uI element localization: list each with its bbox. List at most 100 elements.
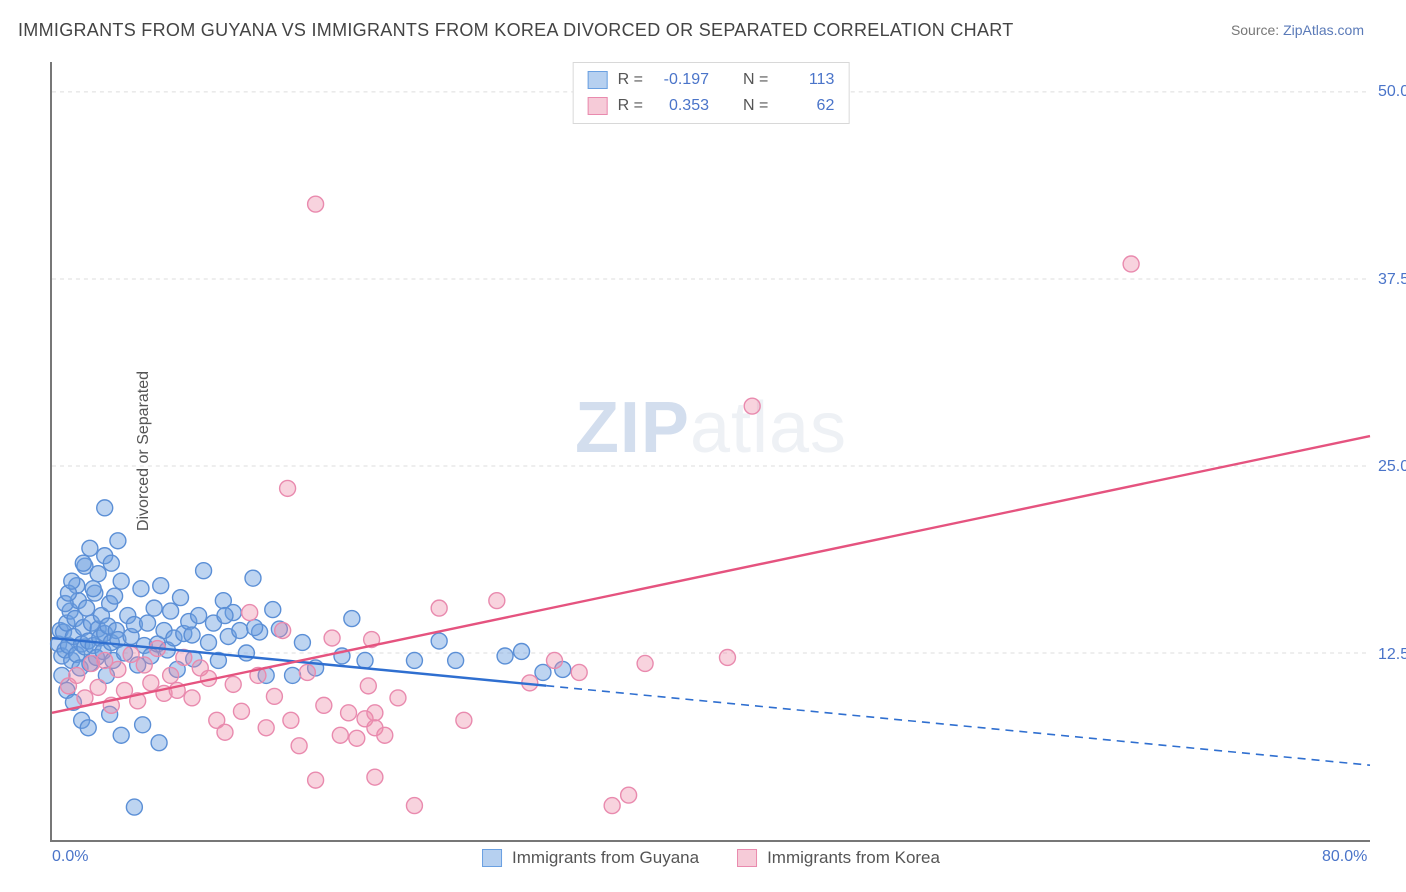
scatter-point-guyana [514, 644, 530, 660]
scatter-point-korea [719, 649, 735, 665]
scatter-point-korea [217, 724, 233, 740]
scatter-point-korea [571, 664, 587, 680]
scatter-point-korea [637, 655, 653, 671]
legend-stat-row-korea: R =0.353N =62 [588, 93, 835, 119]
scatter-point-guyana [232, 623, 248, 639]
scatter-point-guyana [153, 578, 169, 594]
scatter-point-korea [184, 690, 200, 706]
scatter-point-guyana [82, 540, 98, 556]
legend-swatch-guyana [482, 849, 502, 867]
legend-item-korea: Immigrants from Korea [737, 848, 940, 868]
scatter-point-korea [90, 679, 106, 695]
scatter-point-korea [621, 787, 637, 803]
x-tick-label: 80.0% [1322, 848, 1367, 866]
series-legend: Immigrants from Guyana Immigrants from Ko… [482, 848, 940, 868]
scatter-point-guyana [113, 727, 129, 743]
scatter-point-guyana [535, 664, 551, 680]
legend-R-value-korea: 0.353 [653, 97, 709, 115]
scatter-point-guyana [64, 573, 80, 589]
scatter-point-korea [225, 676, 241, 692]
scatter-point-korea [143, 675, 159, 691]
source-prefix: Source: [1231, 22, 1283, 38]
legend-label-korea: Immigrants from Korea [767, 848, 940, 868]
scatter-point-guyana [80, 720, 96, 736]
scatter-point-korea [163, 667, 179, 683]
scatter-point-korea [349, 730, 365, 746]
scatter-point-guyana [133, 581, 149, 597]
scatter-point-guyana [191, 608, 207, 624]
scatter-point-guyana [135, 717, 151, 733]
scatter-point-korea [489, 593, 505, 609]
scatter-point-guyana [285, 667, 301, 683]
scatter-point-guyana [107, 588, 123, 604]
scatter-point-guyana [85, 581, 101, 597]
scatter-point-korea [367, 705, 383, 721]
chart-title: IMMIGRANTS FROM GUYANA VS IMMIGRANTS FRO… [18, 20, 1014, 41]
legend-stat-row-guyana: R =-0.197N =113 [588, 67, 835, 93]
scatter-point-korea [546, 652, 562, 668]
scatter-point-guyana [103, 555, 119, 571]
source-link[interactable]: ZipAtlas.com [1283, 22, 1364, 38]
scatter-point-guyana [140, 615, 156, 631]
scatter-point-korea [431, 600, 447, 616]
scatter-point-korea [406, 798, 422, 814]
scatter-point-guyana [110, 533, 126, 549]
scatter-point-korea [69, 667, 85, 683]
scatter-point-korea [308, 196, 324, 212]
scatter-point-korea [233, 703, 249, 719]
scatter-point-korea [316, 697, 332, 713]
legend-swatch-korea [737, 849, 757, 867]
legend-item-guyana: Immigrants from Guyana [482, 848, 699, 868]
y-tick-label: 12.5% [1378, 646, 1406, 664]
scatter-point-korea [377, 727, 393, 743]
scatter-point-korea [604, 798, 620, 814]
scatter-point-guyana [90, 566, 106, 582]
scatter-point-korea [123, 646, 139, 662]
scatter-point-korea [360, 678, 376, 694]
scatter-point-guyana [357, 652, 373, 668]
x-tick-label: 0.0% [52, 848, 88, 866]
legend-label-guyana: Immigrants from Guyana [512, 848, 699, 868]
y-tick-label: 37.5% [1378, 271, 1406, 289]
scatter-point-guyana [163, 603, 179, 619]
scatter-point-guyana [184, 627, 200, 643]
scatter-point-korea [332, 727, 348, 743]
y-tick-label: 25.0% [1378, 458, 1406, 476]
legend-R-label: R = [618, 97, 643, 115]
scatter-point-korea [341, 705, 357, 721]
scatter-point-guyana [294, 635, 310, 651]
correlation-legend: R =-0.197N =113R =0.353N =62 [573, 62, 850, 124]
scatter-point-korea [266, 688, 282, 704]
scatter-point-korea [77, 690, 93, 706]
legend-N-label: N = [743, 97, 768, 115]
legend-N-label: N = [743, 71, 768, 89]
scatter-point-guyana [344, 611, 360, 627]
legend-R-value-guyana: -0.197 [653, 71, 709, 89]
scatter-point-korea [258, 720, 274, 736]
scatter-point-guyana [146, 600, 162, 616]
legend-swatch-korea [588, 97, 608, 115]
scatter-point-korea [308, 772, 324, 788]
scatter-point-korea [324, 630, 340, 646]
scatter-point-korea [242, 605, 258, 621]
scatter-point-guyana [265, 602, 281, 618]
chart-svg [52, 62, 1370, 840]
scatter-point-guyana [126, 799, 142, 815]
scatter-point-guyana [497, 648, 513, 664]
scatter-point-guyana [247, 620, 263, 636]
legend-swatch-guyana [588, 71, 608, 89]
scatter-point-guyana [448, 652, 464, 668]
legend-N-value-guyana: 113 [778, 71, 834, 89]
scatter-point-korea [390, 690, 406, 706]
plot-area: Divorced or Separated ZIPatlas 12.5%25.0… [50, 62, 1370, 842]
scatter-point-korea [744, 398, 760, 414]
scatter-point-guyana [113, 573, 129, 589]
scatter-point-guyana [79, 600, 95, 616]
scatter-point-korea [136, 657, 152, 673]
scatter-point-guyana [217, 608, 233, 624]
scatter-point-guyana [173, 590, 189, 606]
scatter-point-korea [456, 712, 472, 728]
scatter-point-korea [283, 712, 299, 728]
scatter-point-korea [275, 623, 291, 639]
trend-line-guyana-extrapolated [546, 686, 1370, 765]
